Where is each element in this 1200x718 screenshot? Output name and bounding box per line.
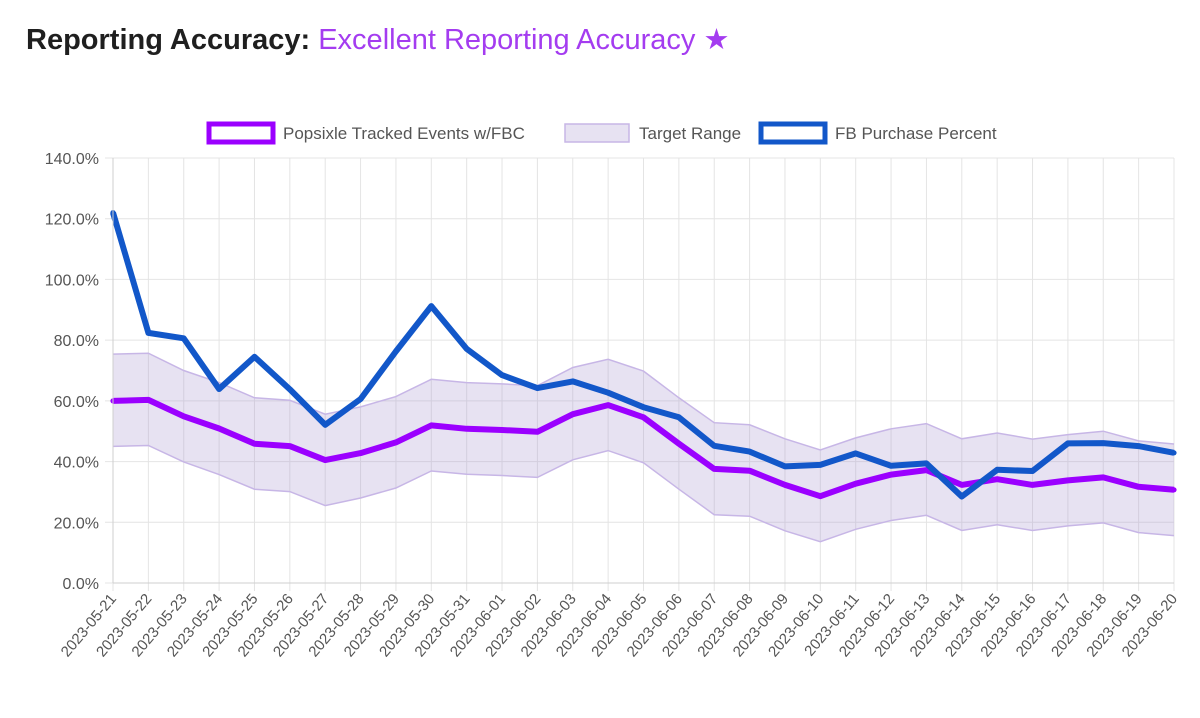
- fb-purchase-series-point: [640, 404, 647, 410]
- popsixle-series-point: [393, 439, 399, 445]
- popsixle-series-point: [853, 481, 859, 487]
- fb-purchase-series-point: [499, 372, 505, 378]
- fb-purchase-series-point: [711, 443, 717, 449]
- popsixle-series-point: [605, 402, 611, 408]
- fb-purchase-series-point: [782, 463, 788, 469]
- popsixle-series-point: [1029, 482, 1036, 488]
- popsixle-series-point: [534, 429, 541, 435]
- fb-purchase-series-point: [853, 450, 859, 456]
- fb-purchase-series-point: [216, 386, 222, 392]
- fb-purchase-series-point: [358, 396, 364, 402]
- legend-item-fb-purchase-swatch[interactable]: [758, 121, 828, 145]
- popsixle-series-point: [923, 467, 930, 473]
- popsixle-series-point: [287, 443, 293, 449]
- popsixle-series-point: [1171, 487, 1177, 493]
- popsixle-series-point: [888, 472, 894, 478]
- legend-item-target-range-label[interactable]: Target Range: [639, 124, 741, 143]
- popsixle-series-point: [145, 397, 151, 403]
- fb-purchase-series-point: [570, 378, 576, 384]
- fb-purchase-series-point: [605, 390, 611, 396]
- fb-purchase-series-point: [994, 467, 1000, 473]
- fb-purchase-series-point: [923, 460, 930, 466]
- fb-purchase-series-point: [1100, 440, 1106, 446]
- y-tick-label: 120.0%: [45, 212, 99, 229]
- series-layer: [110, 210, 1177, 543]
- popsixle-series-point: [711, 466, 717, 472]
- popsixle-series-point: [994, 476, 1000, 482]
- popsixle-series-point: [216, 425, 222, 432]
- fb-purchase-series-point: [428, 303, 434, 309]
- popsixle-series-point: [358, 450, 364, 456]
- fb-purchase-series-point: [464, 346, 470, 352]
- y-tick-label: 80.0%: [54, 333, 99, 350]
- legend-item-fb-purchase-label[interactable]: FB Purchase Percent: [835, 124, 997, 143]
- popsixle-series-point: [322, 457, 328, 463]
- legend-item-popsixle-label[interactable]: Popsixle Tracked Events w/FBC: [283, 124, 525, 143]
- popsixle-series-point: [676, 441, 682, 447]
- fb-purchase-series-point: [888, 463, 894, 469]
- chart-heading: Reporting Accuracy: Excellent Reporting …: [26, 22, 729, 58]
- fb-purchase-series-point: [1171, 450, 1177, 456]
- popsixle-series-point: [499, 427, 505, 433]
- popsixle-series-point: [782, 482, 788, 488]
- y-tick-label: 100.0%: [45, 272, 99, 289]
- legend-item-popsixle-swatch[interactable]: [206, 121, 276, 145]
- popsixle-series-point: [1100, 474, 1106, 480]
- popsixle-series-point: [251, 441, 258, 447]
- fb-purchase-series-point: [181, 335, 187, 341]
- fb-purchase-series-point: [1065, 440, 1071, 446]
- popsixle-series-point: [428, 422, 434, 428]
- popsixle-series-point: [464, 426, 470, 432]
- heading-label: Reporting Accuracy:: [26, 24, 311, 56]
- popsixle-series-point: [640, 414, 647, 420]
- star-icon: ★: [703, 24, 730, 56]
- fb-purchase-series-point: [676, 414, 682, 420]
- fb-purchase-series-point: [145, 330, 151, 336]
- popsixle-series-point: [817, 493, 823, 499]
- legend: Popsixle Tracked Events w/FBC Target Rang…: [206, 121, 997, 145]
- popsixle-series-point: [1065, 477, 1071, 483]
- popsixle-series-point: [747, 468, 753, 474]
- y-tick-label: 0.0%: [63, 576, 99, 593]
- popsixle-series-point: [181, 413, 187, 419]
- fb-purchase-series-point: [393, 348, 399, 354]
- grid-lines: [105, 157, 1175, 591]
- fb-purchase-series-point: [747, 449, 753, 455]
- target-range-lower-line: [112, 444, 1175, 543]
- legend-item-target-range-swatch[interactable]: [564, 123, 630, 143]
- fb-purchase-series-point: [1136, 443, 1142, 449]
- y-tick-label: 40.0%: [54, 455, 99, 472]
- fb-purchase-series-point: [1029, 468, 1036, 474]
- fb-purchase-series-point: [287, 386, 293, 392]
- fb-purchase-series-point: [251, 354, 258, 360]
- popsixle-series-point: [1136, 484, 1142, 490]
- fb-purchase-series-point: [959, 493, 965, 500]
- fb-purchase-series-point: [322, 422, 328, 428]
- popsixle-series-point: [959, 482, 965, 488]
- heading-accuracy-rating: Excellent Reporting Accuracy: [318, 24, 696, 56]
- fb-purchase-series-point: [534, 385, 541, 391]
- y-tick-label: 20.0%: [54, 515, 99, 532]
- target-range-upper-line: [112, 352, 1175, 451]
- popsixle-series-point: [570, 411, 576, 417]
- y-tick-label: 60.0%: [54, 394, 99, 411]
- target-range-band: [113, 353, 1174, 542]
- y-tick-label: 140.0%: [45, 151, 99, 168]
- fb-purchase-series-point: [817, 462, 823, 468]
